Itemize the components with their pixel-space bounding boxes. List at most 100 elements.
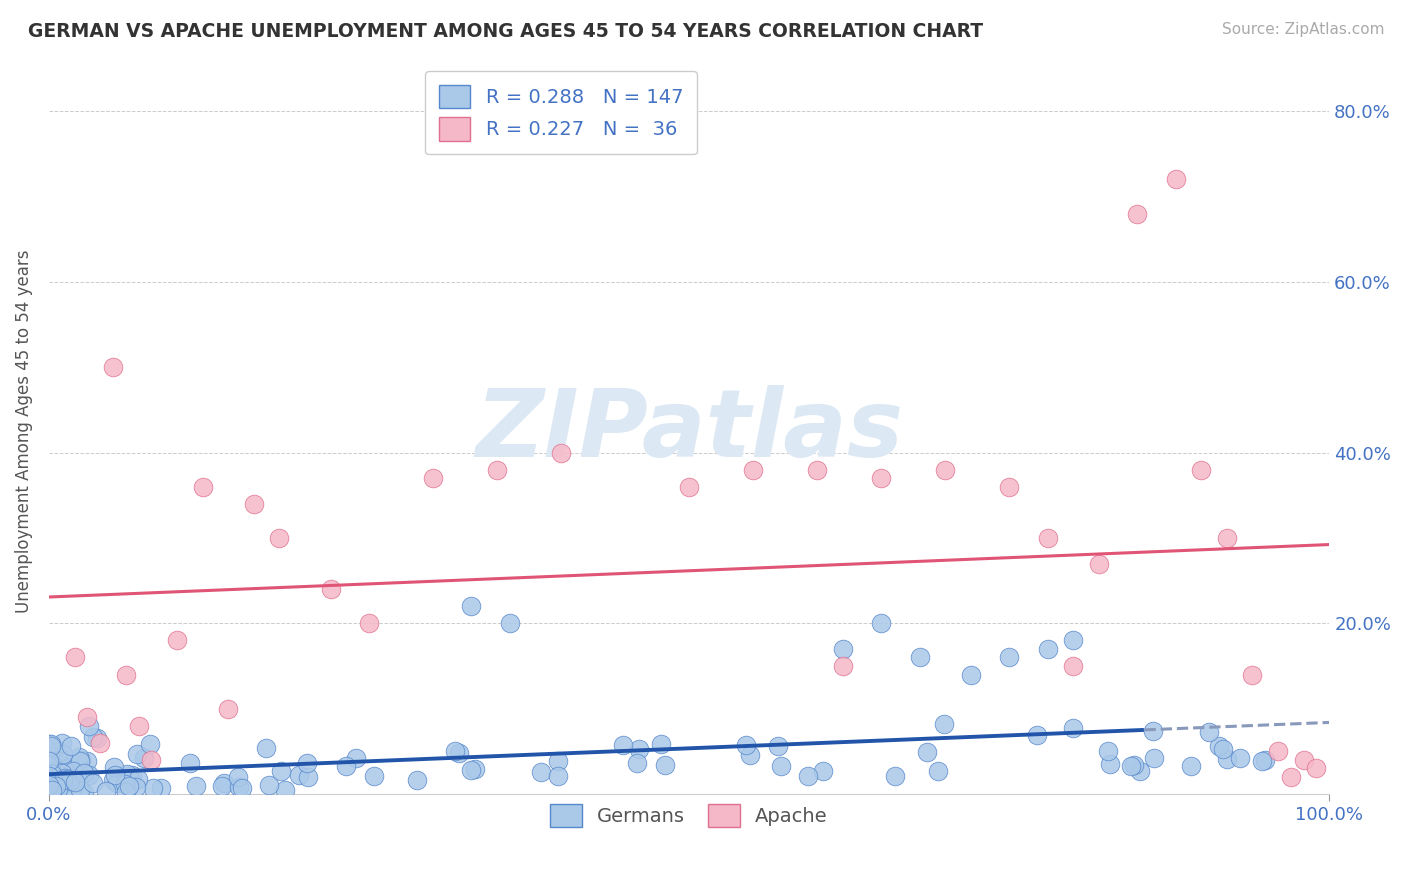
Point [63, 650, 86, 665]
Point [319, 582, 342, 597]
Point [811, 764, 834, 778]
Point [1189, 463, 1212, 477]
Point [1036, 642, 1059, 657]
Point [1216, 531, 1239, 545]
Point [1126, 206, 1149, 220]
Legend: Germans, Apache: Germans, Apache [543, 796, 835, 835]
Point [486, 463, 509, 477]
Point [41, 770, 63, 784]
Point [139, 737, 162, 751]
Point [86, 731, 108, 746]
Point [121, 768, 143, 782]
Point [270, 764, 292, 779]
Point [273, 783, 295, 797]
Point [363, 769, 385, 783]
Point [1097, 744, 1119, 758]
Point [460, 763, 482, 777]
Point [1164, 172, 1187, 186]
Point [69, 769, 91, 783]
Point [69, 782, 91, 797]
Point [934, 463, 956, 477]
Point [884, 768, 907, 782]
Point [654, 758, 676, 772]
Point [52, 774, 75, 789]
Point [38, 778, 60, 792]
Point [547, 754, 569, 768]
Point [132, 750, 155, 764]
Point [127, 772, 149, 786]
Point [1198, 725, 1220, 739]
Point [1119, 758, 1142, 772]
Point [650, 738, 672, 752]
Point [41, 756, 63, 770]
Point [214, 775, 236, 789]
Point [1208, 739, 1230, 753]
Text: GERMAN VS APACHE UNEMPLOYMENT AMONG AGES 45 TO 54 YEARS CORRELATION CHART: GERMAN VS APACHE UNEMPLOYMENT AMONG AGES… [28, 22, 983, 41]
Point [127, 747, 149, 762]
Point [149, 780, 172, 795]
Point [217, 701, 239, 715]
Point [52, 747, 75, 761]
Point [422, 471, 444, 485]
Point [806, 463, 828, 477]
Point [735, 738, 758, 752]
Point [166, 633, 188, 648]
Point [82, 731, 104, 745]
Point [870, 471, 893, 485]
Point [529, 765, 551, 780]
Point [1279, 770, 1302, 784]
Point [65, 775, 87, 789]
Point [460, 599, 482, 614]
Point [1129, 764, 1152, 779]
Point [908, 650, 931, 665]
Point [228, 780, 250, 794]
Point [67, 772, 90, 786]
Point [38, 785, 60, 799]
Point [927, 764, 949, 778]
Point [51, 776, 73, 790]
Point [626, 756, 648, 770]
Point [1229, 751, 1251, 765]
Point [405, 772, 427, 787]
Point [38, 780, 60, 794]
Y-axis label: Unemployment Among Ages 45 to 54 years: Unemployment Among Ages 45 to 54 years [15, 250, 32, 613]
Point [142, 780, 165, 795]
Point [44, 741, 66, 756]
Point [141, 753, 163, 767]
Point [499, 616, 522, 631]
Point [344, 751, 367, 765]
Point [59, 773, 82, 788]
Point [89, 736, 111, 750]
Point [184, 779, 207, 793]
Point [41, 765, 63, 780]
Point [38, 738, 60, 752]
Point [105, 776, 128, 790]
Point [114, 777, 136, 791]
Point [612, 738, 634, 752]
Point [76, 710, 98, 724]
Point [39, 739, 62, 753]
Point [357, 616, 380, 631]
Point [959, 667, 981, 681]
Point [55, 772, 77, 786]
Point [48, 744, 70, 758]
Point [297, 756, 319, 771]
Point [254, 740, 277, 755]
Point [52, 786, 75, 800]
Point [211, 780, 233, 794]
Point [38, 784, 60, 798]
Point [69, 754, 91, 768]
Point [231, 780, 253, 795]
Point [447, 747, 470, 761]
Point [1036, 531, 1059, 545]
Point [104, 768, 127, 782]
Point [41, 767, 63, 781]
Point [1180, 759, 1202, 773]
Point [1292, 753, 1315, 767]
Text: Source: ZipAtlas.com: Source: ZipAtlas.com [1222, 22, 1385, 37]
Point [70, 753, 93, 767]
Point [288, 768, 311, 782]
Point [547, 769, 569, 783]
Point [49, 758, 72, 772]
Point [998, 650, 1021, 665]
